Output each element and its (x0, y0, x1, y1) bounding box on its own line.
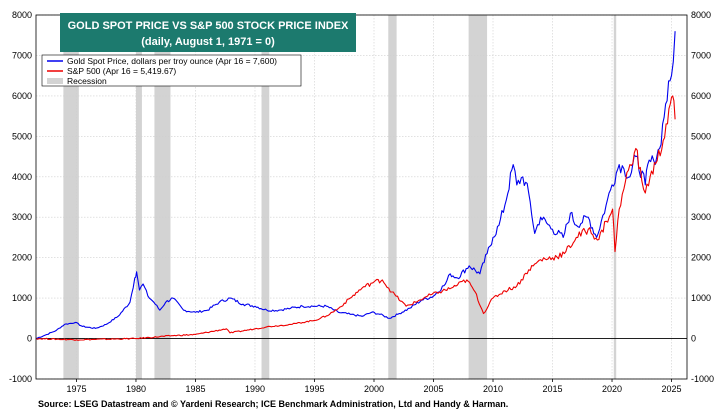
chart-subtitle: (daily, August 1, 1971 = 0) (141, 36, 275, 48)
x-tick-label: 1975 (66, 384, 86, 394)
y-tick-label-right: 0 (691, 334, 696, 344)
y-tick-label-left: 2000 (12, 253, 32, 263)
series-lines (35, 31, 676, 341)
legend-box (41, 54, 302, 87)
legend-label-sp500: S&P 500 (Apr 16 = 5,419.67) (67, 66, 176, 76)
y-tick-label-right: 3000 (691, 212, 711, 222)
y-tick-label-right: 6000 (691, 91, 711, 101)
x-axis: 1975 1980 1985 1990 1995 2000 2005 2010 2015 2020… (66, 379, 682, 394)
y-tick-label-left: -1000 (9, 374, 32, 384)
y-tick-label-left: 5000 (12, 131, 32, 141)
recession-band (63, 15, 79, 379)
recession-band (613, 15, 617, 379)
y-tick-label-left: 6000 (12, 91, 32, 101)
chart-title: GOLD SPOT PRICE VS S&P 500 STOCK PRICE I… (68, 20, 349, 32)
title-box: GOLD SPOT PRICE VS S&P 500 STOCK PRICE I… (60, 13, 356, 52)
y-tick-label-left: 7000 (12, 50, 32, 60)
y-tick-label-right: 7000 (691, 50, 711, 60)
y-tick-label-right: 8000 (691, 10, 711, 20)
y-tick-label-left: 0 (27, 334, 32, 344)
x-tick-label: 1990 (245, 384, 265, 394)
y-tick-label-right: 4000 (691, 172, 711, 182)
x-tick-label: 2025 (662, 384, 682, 394)
legend-label-gold: Gold Spot Price, dollars per troy ounce … (67, 56, 277, 66)
y-tick-label-left: 3000 (12, 212, 32, 222)
x-tick-label: 2020 (602, 384, 622, 394)
x-tick-label: 2010 (483, 384, 503, 394)
x-tick-label: 2005 (423, 384, 443, 394)
legend-label-recession: Recession (67, 76, 107, 86)
y-tick-label-right: 2000 (691, 253, 711, 263)
y-tick-label-left: 1000 (12, 293, 32, 303)
sp500-series-line (35, 95, 676, 341)
y-tick-label-left: 4000 (12, 172, 32, 182)
y-tick-label-left: 8000 (12, 10, 32, 20)
source-note: Source: LSEG Datastream and © Yardeni Re… (38, 399, 509, 409)
legend-swatch-recession (47, 78, 63, 84)
y-tick-label-right: 1000 (691, 293, 711, 303)
x-tick-label: 1980 (126, 384, 146, 394)
y-axis-right: -1000 0 1000 2000 3000 4000 5000 6000 7000 8000 (691, 10, 714, 384)
legend: Gold Spot Price, dollars per troy ounce … (41, 54, 302, 87)
recession-band (468, 15, 488, 379)
x-tick-label: 2000 (364, 384, 384, 394)
recession-band (261, 15, 270, 379)
plot-frame (35, 14, 688, 380)
x-tick-label: 1985 (185, 384, 205, 394)
recession-band (135, 15, 142, 379)
recession-band (388, 15, 397, 379)
y-axis-left: -1000 0 1000 2000 3000 4000 5000 6000 7000 8000 (9, 10, 32, 384)
y-tick-label-right: -1000 (691, 374, 714, 384)
y-tick-label-right: 5000 (691, 131, 711, 141)
recession-band (154, 15, 171, 379)
gold-series-line (35, 31, 676, 340)
x-tick-label: 1995 (304, 384, 324, 394)
x-tick-label: 2015 (542, 384, 562, 394)
